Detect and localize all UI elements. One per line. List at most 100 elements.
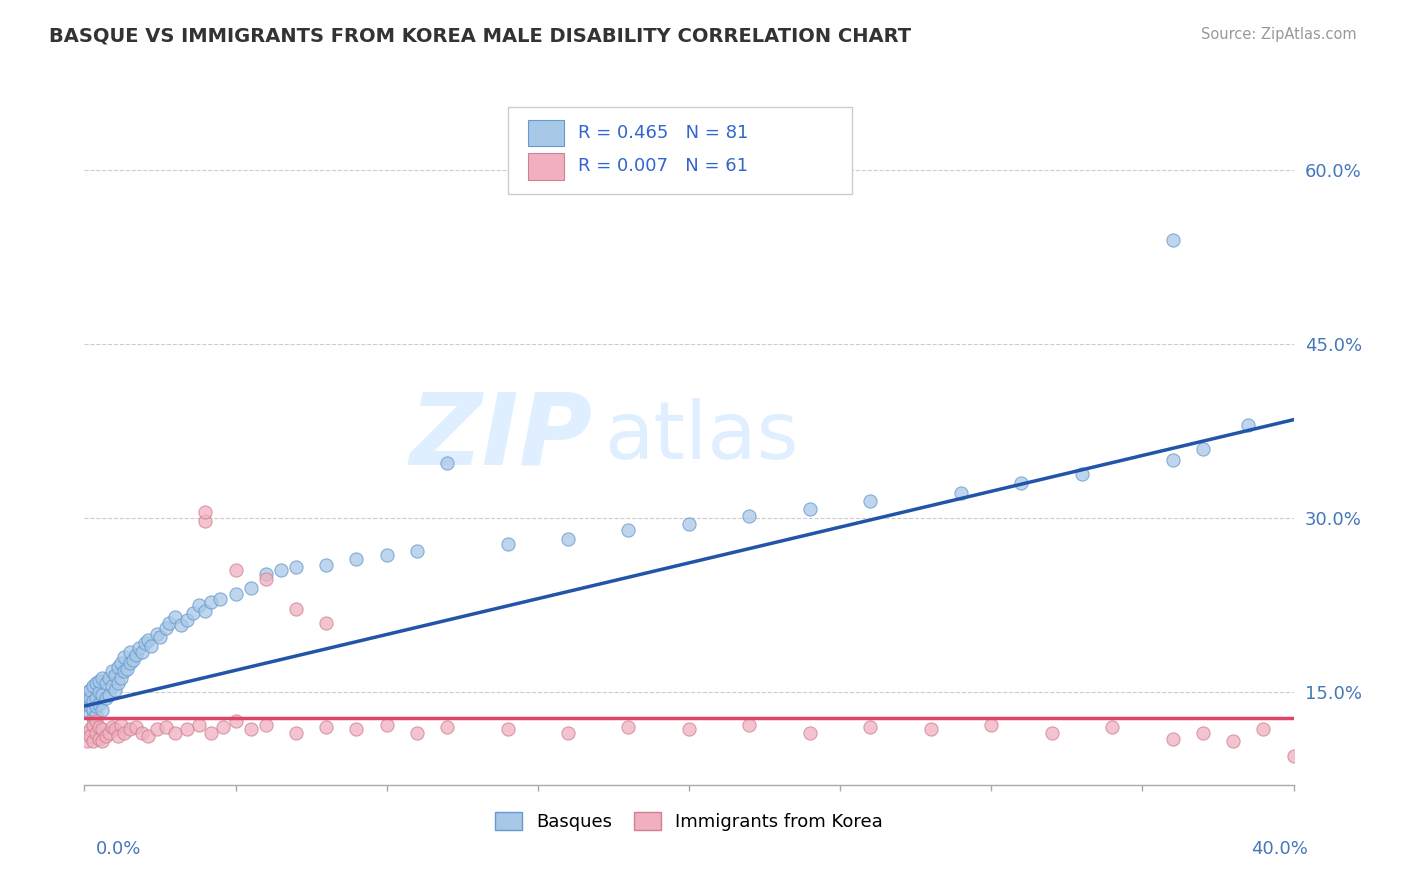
Point (557, 532, 579, 546)
Point (82, 717, 104, 731)
Point (1282, 749, 1305, 764)
Point (136, 633, 159, 648)
Point (239, 581, 262, 595)
Point (209, 592, 232, 607)
Point (157, 615, 180, 630)
Point (165, 726, 187, 740)
Point (79, 690, 101, 705)
Point (97, 671, 120, 685)
Point (118, 644, 141, 658)
Point (100, 680, 122, 694)
Point (86, 714, 108, 728)
Point (1040, 726, 1063, 740)
Point (254, 572, 277, 586)
Point (110, 717, 132, 731)
Point (375, 717, 398, 731)
Point (89, 731, 111, 746)
Point (315, 615, 337, 630)
Point (270, 564, 292, 578)
Point (100, 665, 122, 679)
Point (82, 680, 104, 694)
Point (107, 659, 129, 673)
Point (110, 671, 132, 685)
Point (76, 734, 98, 748)
Point (107, 676, 129, 690)
Point (107, 729, 129, 743)
Point (82, 734, 104, 748)
Point (100, 720, 122, 734)
Point (436, 720, 458, 734)
Point (194, 604, 217, 618)
Point (118, 723, 141, 737)
Point (82, 711, 104, 725)
Point (225, 714, 247, 728)
Point (79, 729, 101, 743)
Text: atlas: atlas (605, 398, 799, 476)
Point (738, 508, 761, 523)
Point (86, 708, 108, 723)
Point (225, 587, 247, 601)
Point (181, 607, 204, 621)
Point (112, 726, 135, 740)
Point (406, 726, 429, 740)
Point (79, 723, 101, 737)
Point (146, 627, 169, 641)
Point (176, 723, 198, 737)
Point (79, 706, 101, 720)
Point (188, 717, 211, 731)
Point (436, 456, 458, 470)
Point (91, 734, 114, 748)
FancyBboxPatch shape (508, 106, 852, 194)
Point (128, 641, 150, 656)
Point (225, 564, 247, 578)
Point (76, 690, 98, 705)
Point (188, 598, 211, 612)
Point (86, 699, 108, 714)
Point (1192, 442, 1215, 456)
Point (136, 729, 159, 743)
Point (1161, 453, 1184, 467)
Point (155, 621, 177, 635)
Point (617, 523, 640, 537)
Point (86, 676, 108, 690)
Point (799, 502, 821, 516)
Point (859, 720, 882, 734)
Legend: Basques, Immigrants from Korea: Basques, Immigrants from Korea (488, 805, 890, 838)
Point (1071, 467, 1094, 482)
Point (91, 723, 114, 737)
Point (91, 703, 114, 717)
Point (89, 685, 111, 699)
Point (94, 676, 117, 690)
Point (1161, 731, 1184, 746)
Point (176, 613, 198, 627)
Point (121, 653, 143, 667)
Point (1101, 720, 1123, 734)
Point (170, 618, 193, 632)
Text: Source: ZipAtlas.com: Source: ZipAtlas.com (1201, 27, 1357, 42)
Point (149, 630, 172, 644)
Point (194, 514, 217, 528)
Point (799, 726, 821, 740)
Point (125, 648, 148, 662)
Point (859, 493, 882, 508)
Point (79, 682, 101, 697)
Point (104, 667, 127, 681)
Point (200, 726, 222, 740)
Point (82, 694, 104, 708)
Point (678, 723, 700, 737)
Point (89, 697, 111, 711)
Point (950, 485, 973, 500)
Point (557, 726, 579, 740)
Point (315, 720, 337, 734)
Point (104, 723, 127, 737)
Point (125, 720, 148, 734)
Point (346, 551, 368, 566)
Point (115, 662, 138, 676)
Point (1237, 418, 1260, 433)
Point (94, 690, 117, 705)
Point (315, 558, 337, 572)
Point (254, 717, 277, 731)
Point (112, 665, 135, 679)
Point (980, 717, 1002, 731)
Point (254, 566, 277, 581)
